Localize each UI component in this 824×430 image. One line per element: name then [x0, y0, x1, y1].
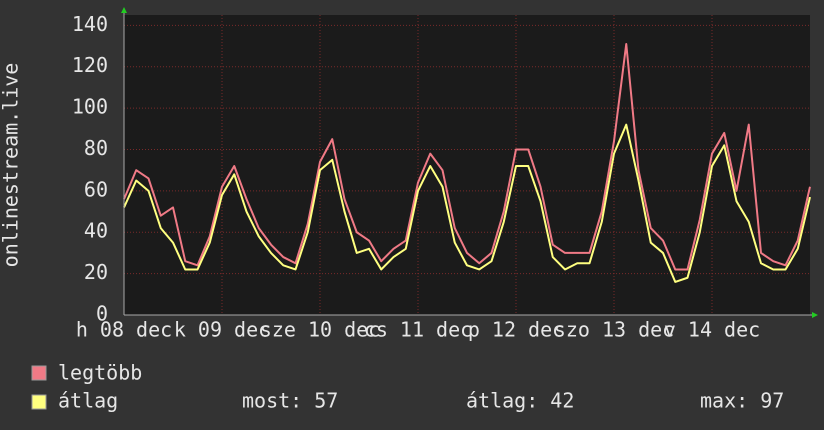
- series-line: [123, 123, 811, 283]
- y-tick-label: 60: [84, 177, 108, 201]
- x-tick-label: v 14 dec: [664, 318, 760, 342]
- axis-arrow: [812, 312, 818, 318]
- stat: most: 57: [242, 389, 338, 413]
- y-tick-label: 80: [84, 136, 108, 160]
- x-tick-label: p 12 dec: [468, 318, 564, 342]
- x-tick-label: h 08 dec: [76, 318, 172, 342]
- y-tick-label: 40: [84, 219, 108, 243]
- legend-label: átlag: [58, 389, 118, 413]
- y-tick-label: 100: [72, 95, 108, 119]
- x-tick-label: szo 13 dec: [554, 318, 674, 342]
- stat: átlag: 42: [466, 389, 574, 413]
- series-line: [123, 42, 811, 271]
- y-tick-label: 140: [72, 12, 108, 36]
- x-tick-label: sze 10 dec: [260, 318, 380, 342]
- x-tick-label: k 09 dec: [174, 318, 270, 342]
- y-tick-label: 120: [72, 53, 108, 77]
- legend-swatch: [31, 394, 47, 410]
- axis-arrow: [121, 7, 127, 13]
- y-tick-label: 20: [84, 260, 108, 284]
- plot-area: [124, 15, 810, 315]
- x-tick-label: cs 11 dec: [364, 318, 472, 342]
- y-tick-label: 0: [96, 302, 108, 326]
- legend-swatch: [31, 365, 47, 381]
- legend-label: legtöbb: [58, 361, 142, 385]
- stat: max: 97: [700, 389, 784, 413]
- y-axis-label: onlinestream.live: [0, 63, 23, 268]
